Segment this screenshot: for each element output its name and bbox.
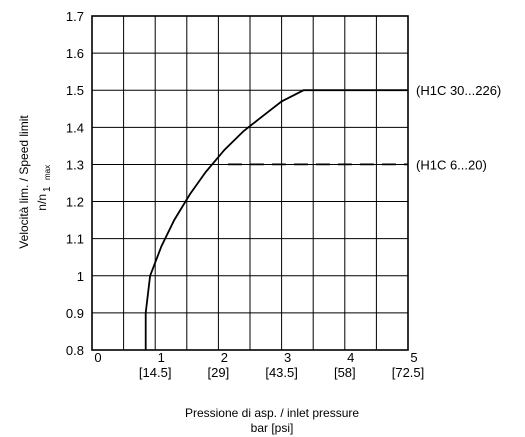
y-axis-title-ratio: n/n 1 max xyxy=(35,165,53,211)
x-psi-label: [58] xyxy=(334,365,356,380)
x-psi-label: [14.5] xyxy=(139,365,172,380)
y-tick-label: 0.8 xyxy=(66,343,84,358)
ratio-n-text: n/n xyxy=(35,194,49,211)
y-tick-label: 1.3 xyxy=(66,157,84,172)
y-tick-label: 1.1 xyxy=(66,232,84,247)
x-tick-label: 0 xyxy=(94,350,101,365)
series-labels: (H1C 30...226) (H1C 6...20) xyxy=(416,83,501,172)
x-tick-label: 1 xyxy=(158,350,165,365)
x-psi-labels: [14.5] [29] [43.5] [58] [72.5] xyxy=(139,365,424,380)
x-tick-label: 3 xyxy=(284,350,291,365)
ratio-sub-1: 1 xyxy=(42,186,53,192)
y-tick-label: 1.6 xyxy=(66,46,84,61)
ratio-sub-max: max xyxy=(43,165,52,180)
y-tick-label: 0.9 xyxy=(66,306,84,321)
y-axis-title-line1: Velocità lim. / Speed limit xyxy=(17,115,31,249)
y-tick-label: 1.7 xyxy=(66,9,84,24)
x-psi-label: [72.5] xyxy=(392,365,425,380)
x-axis-title-line2: bar [psi] xyxy=(251,421,294,435)
y-tick-label: 1 xyxy=(77,269,84,284)
x-tick-labels: 0 1 2 3 4 5 xyxy=(94,350,417,365)
series-label: (H1C 6...20) xyxy=(416,157,487,172)
y-tick-label: 1.5 xyxy=(66,83,84,98)
y-tick-label: 1.4 xyxy=(66,120,84,135)
x-tick-label: 2 xyxy=(221,350,228,365)
x-tick-label: 4 xyxy=(347,350,354,365)
y-tick-labels: 0.8 0.9 1 1.1 1.2 1.3 1.4 1.5 1.6 1.7 xyxy=(66,9,84,358)
series-label: (H1C 30...226) xyxy=(416,83,501,98)
y-tick-label: 1.2 xyxy=(66,195,84,210)
x-psi-label: [29] xyxy=(208,365,230,380)
series-line-h1c-30-226 xyxy=(144,89,408,350)
x-psi-label: [43.5] xyxy=(265,365,298,380)
series-layer xyxy=(144,89,408,350)
x-axis-title-line1: Pressione di asp. / inlet pressure xyxy=(185,406,359,420)
plot-frame xyxy=(91,15,409,351)
grid xyxy=(91,15,409,351)
x-tick-label: 5 xyxy=(410,350,417,365)
